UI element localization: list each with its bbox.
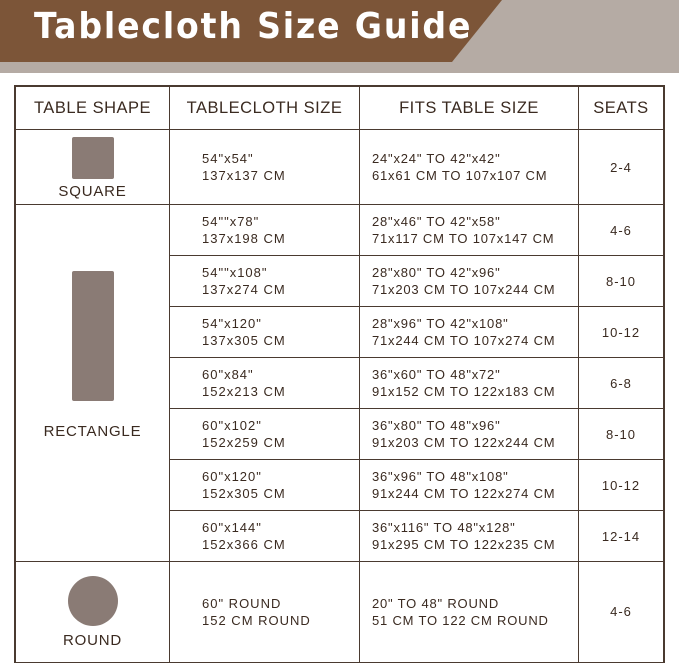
size-inches: 60"x120"	[202, 469, 262, 484]
title-banner	[0, 0, 502, 62]
table-row: 60"x120" 152x305 CM 36"x96" TO 48"x108" 91x…	[15, 459, 665, 511]
header-fits-table-size: FITS TABLE SIZE	[359, 85, 579, 130]
fits-inches: 28"x46" TO 42"x58"	[372, 214, 501, 229]
seats-cell: 6-8	[578, 357, 665, 409]
fits-inches: 24"x24" TO 42"x42"	[372, 151, 501, 166]
size-cm: 152x259 CM	[202, 435, 286, 450]
fits-table-cell: 36"x80" TO 48"x96" 91x203 CM TO 122x244 C…	[359, 408, 579, 460]
fits-cm: 91x244 CM TO 122x274 CM	[372, 486, 556, 501]
rectangle-shape-icon	[71, 271, 114, 401]
size-cm: 152x305 CM	[202, 486, 286, 501]
size-inches: 60" ROUND	[202, 595, 282, 611]
seats-cell: 12-14	[578, 510, 665, 562]
fits-cm: 91x203 CM TO 122x244 CM	[372, 435, 556, 450]
fits-table-cell: 28"x96" TO 42"x108" 71x244 CM TO 107x274 …	[359, 306, 579, 358]
fits-table-cell: 28"x80" TO 42"x96" 71x203 CM TO 107x244 C…	[359, 255, 579, 307]
fits-cm: 61x61 CM TO 107x107 CM	[372, 168, 548, 183]
size-cm: 137x305 CM	[202, 333, 286, 348]
size-cm: 137x198 CM	[202, 231, 286, 246]
size-inches: 54"x54"	[202, 151, 254, 166]
tablecloth-size-cell: 54""x78" 137x198 CM	[169, 204, 360, 256]
size-table: TABLE SHAPE TABLECLOTH SIZE FITS TABLE S…	[14, 85, 665, 663]
size-cm: 137x137 CM	[202, 168, 286, 183]
table-header-row: TABLE SHAPE TABLECLOTH SIZE FITS TABLE S…	[14, 85, 665, 130]
size-cm: 152x213 CM	[202, 384, 286, 399]
table-row: 60"x144" 152x366 CM 36"x116" TO 48"x128" 91…	[15, 510, 665, 562]
fits-inches: 28"x80" TO 42"x96"	[372, 265, 501, 280]
fits-table-cell: 20" TO 48" ROUND 51 CM TO 122 CM ROUND	[359, 561, 579, 663]
fits-inches: 36"x80" TO 48"x96"	[372, 418, 501, 433]
header-seats: SEATS	[578, 85, 665, 130]
shape-cell: ROUND	[14, 561, 170, 663]
fits-cm: 71x117 CM TO 107x147 CM	[372, 231, 555, 246]
size-inches: 60"x102"	[202, 418, 262, 433]
table-row: 54""x108" 137x274 CM 28"x80" TO 42"x96" 71x…	[15, 255, 665, 307]
fits-table-cell: 24"x24" TO 42"x42" 61x61 CM TO 107x107 CM	[359, 129, 579, 205]
size-cm: 137x274 CM	[202, 282, 286, 297]
fits-table-cell: 36"x116" TO 48"x128" 91x295 CM TO 122x235…	[359, 510, 579, 562]
size-inches: 60"x84"	[202, 367, 254, 382]
fits-cm: 91x152 CM TO 122x183 CM	[372, 384, 556, 399]
fits-cm: 51 CM TO 122 CM ROUND	[372, 612, 549, 628]
tablecloth-size-cell: 54"x54" 137x137 CM	[169, 129, 360, 205]
shape-cell: SQUARE	[14, 129, 170, 205]
size-inches: 54""x108"	[202, 265, 268, 280]
size-cm: 152 CM ROUND	[202, 612, 311, 628]
rectangle-label: RECTANGLE	[43, 423, 142, 440]
table-row: SQUARE 54"x54" 137x137 CM 24"x24" TO 42"x42…	[14, 129, 665, 205]
seats-cell: 4-6	[578, 204, 665, 256]
size-inches: 54""x78"	[202, 214, 260, 229]
tablecloth-size-cell: 60"x102" 152x259 CM	[169, 408, 360, 460]
page-title: Tablecloth Size Guide	[34, 6, 473, 47]
tablecloth-size-cell: 60"x144" 152x366 CM	[169, 510, 360, 562]
fits-inches: 28"x96" TO 42"x108"	[372, 316, 509, 331]
tablecloth-size-cell: 60"x84" 152x213 CM	[169, 357, 360, 409]
fits-table-cell: 36"x96" TO 48"x108" 91x244 CM TO 122x274 …	[359, 459, 579, 511]
table-row: ROUND 60" ROUND 152 CM ROUND 20" TO 48" ROU…	[14, 561, 665, 663]
fits-table-cell: 36"x60" TO 48"x72" 91x152 CM TO 122x183 C…	[359, 357, 579, 409]
round-label: ROUND	[63, 632, 122, 649]
table-row: 60"x84" 152x213 CM 36"x60" TO 48"x72" 91x15…	[15, 357, 665, 409]
fits-cm: 71x244 CM TO 107x274 CM	[372, 333, 556, 348]
fits-inches: 36"x116" TO 48"x128"	[372, 520, 516, 535]
size-inches: 54"x120"	[202, 316, 262, 331]
shape-cell: RECTANGLE	[14, 204, 170, 562]
square-shape-icon	[71, 137, 114, 179]
seats-cell: 8-10	[578, 255, 665, 307]
fits-inches: 20" TO 48" ROUND	[372, 595, 500, 611]
size-cm: 152x366 CM	[202, 537, 286, 552]
round-shape-icon	[67, 576, 118, 626]
fits-inches: 36"x96" TO 48"x108"	[372, 469, 509, 484]
seats-cell: 10-12	[578, 459, 665, 511]
table-row: 60"x102" 152x259 CM 36"x80" TO 48"x96" 91x2…	[15, 408, 665, 460]
seats-cell: 8-10	[578, 408, 665, 460]
square-label: SQUARE	[58, 183, 127, 200]
seats-cell: 4-6	[578, 561, 665, 663]
tablecloth-size-cell: 54"x120" 137x305 CM	[169, 306, 360, 358]
fits-cm: 91x295 CM TO 122x235 CM	[372, 537, 556, 552]
header-tablecloth-size: TABLECLOTH SIZE	[169, 85, 360, 130]
tablecloth-size-cell: 54""x108" 137x274 CM	[169, 255, 360, 307]
fits-cm: 71x203 CM TO 107x244 CM	[372, 282, 556, 297]
tablecloth-size-cell: 60" ROUND 152 CM ROUND	[169, 561, 360, 663]
table-row: 54"x120" 137x305 CM 28"x96" TO 42"x108" 71x…	[15, 306, 665, 358]
seats-cell: 2-4	[578, 129, 665, 205]
seats-cell: 10-12	[578, 306, 665, 358]
table-row: RECTANGLE 54""x78" 137x198 CM 28"x46" TO 42…	[14, 204, 665, 562]
fits-table-cell: 28"x46" TO 42"x58" 71x117 CM TO 107x147 C…	[359, 204, 579, 256]
header-table-shape: TABLE SHAPE	[14, 85, 170, 130]
tablecloth-size-cell: 60"x120" 152x305 CM	[169, 459, 360, 511]
size-inches: 60"x144"	[202, 520, 262, 535]
fits-inches: 36"x60" TO 48"x72"	[372, 367, 501, 382]
